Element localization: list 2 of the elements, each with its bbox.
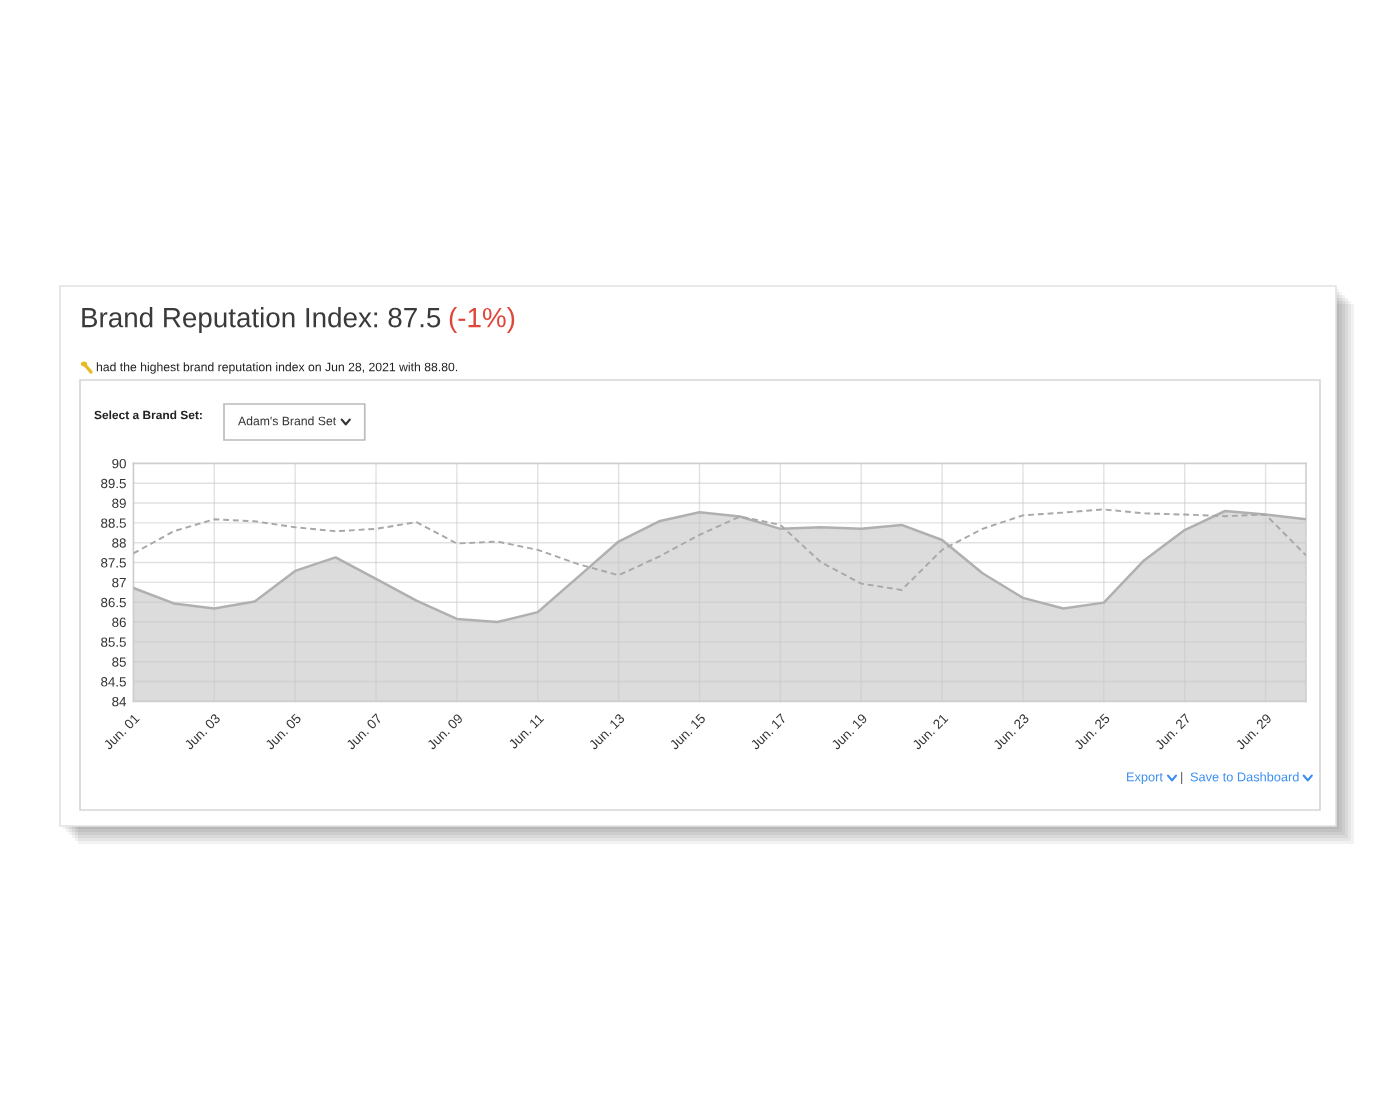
chart-title: Brand Reputation Index: 87.5	[82, 307, 441, 333]
chart-subtitle: (-1%)	[449, 307, 515, 333]
